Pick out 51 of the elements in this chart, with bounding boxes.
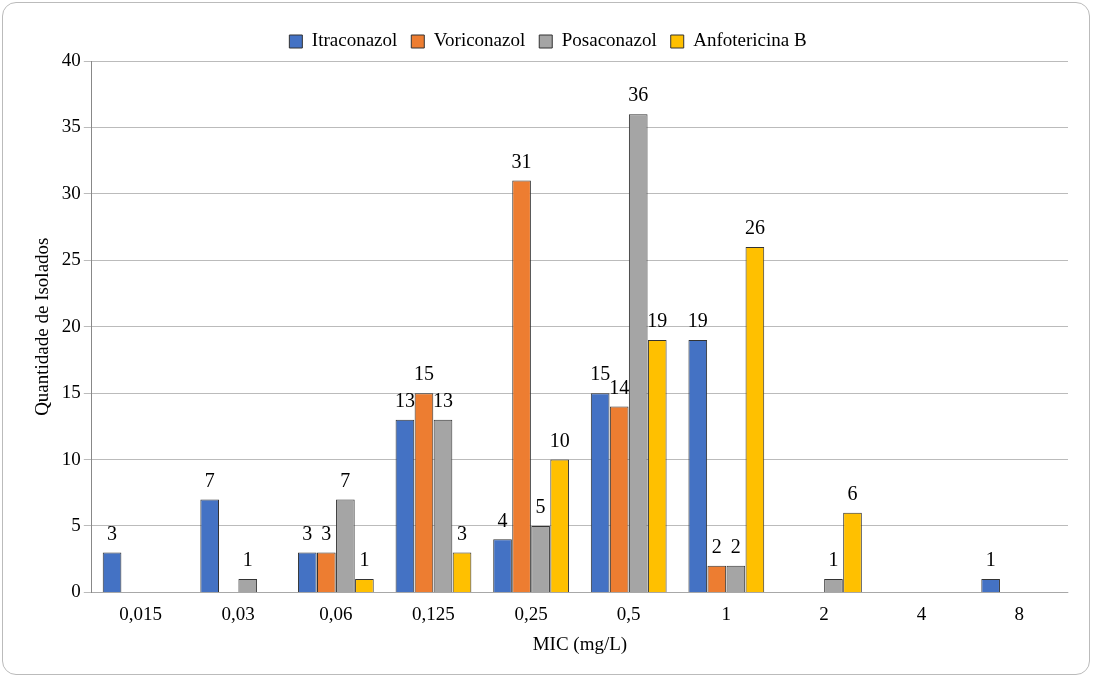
- x-tick-label: 0,06: [319, 602, 353, 624]
- x-tick-label: 0,015: [119, 602, 162, 624]
- data-label: 5: [535, 495, 546, 518]
- data-label: 19: [647, 309, 668, 332]
- x-tick-label: 0,25: [514, 602, 548, 624]
- data-label: 15: [590, 362, 611, 385]
- data-label: 2: [730, 535, 741, 558]
- x-tick-label: 1: [721, 602, 732, 624]
- data-label: 10: [549, 428, 570, 451]
- data-label: 13: [394, 388, 415, 411]
- data-label: 14: [609, 375, 630, 398]
- data-label: 6: [847, 481, 858, 504]
- data-label: 3: [302, 521, 313, 544]
- data-label: 1: [985, 548, 996, 571]
- data-label: 7: [340, 468, 351, 491]
- data-label: 3: [321, 521, 332, 544]
- data-label: 13: [432, 388, 453, 411]
- y-tick-label: 0: [71, 580, 81, 602]
- data-label: 2: [711, 535, 722, 558]
- data-label: 7: [204, 468, 215, 491]
- x-tick-label: 2: [819, 602, 829, 624]
- x-tick-label: 4: [916, 602, 927, 624]
- x-tick-label: 0,125: [412, 602, 455, 624]
- data-label: 19: [687, 309, 708, 332]
- data-label: 1: [828, 548, 839, 571]
- y-tick-label: 10: [61, 447, 81, 469]
- y-tick-label: 5: [71, 513, 81, 535]
- legend-label: Anfotericina B: [693, 29, 807, 51]
- x-tick-label: 0,03: [221, 602, 255, 624]
- data-label: 1: [242, 548, 253, 571]
- y-tick-label: 25: [61, 248, 81, 270]
- y-tick-label: 40: [61, 48, 81, 70]
- data-label: 31: [511, 149, 532, 172]
- y-tick-label: 30: [61, 181, 81, 203]
- y-tick-label: 35: [61, 115, 81, 137]
- data-label: 3: [107, 521, 118, 544]
- data-label: 4: [497, 508, 508, 531]
- y-tick-label: 20: [61, 314, 81, 336]
- data-label: 15: [413, 362, 434, 385]
- x-tick-label: 8: [1014, 602, 1024, 624]
- legend-label: Posaconazol: [561, 29, 657, 51]
- data-label: 1: [359, 548, 370, 571]
- data-label: 36: [628, 83, 649, 106]
- legend-label: Itraconazol: [311, 29, 398, 51]
- legend-label: Voriconazol: [433, 29, 526, 51]
- x-axis-title: MIC (mg/L): [532, 632, 628, 655]
- data-label: 26: [744, 216, 765, 239]
- x-tick-label: 0,5: [616, 602, 641, 624]
- data-label: 3: [457, 521, 468, 544]
- y-tick-label: 15: [61, 381, 81, 403]
- y-axis-title: Quantidade de Isolados: [31, 237, 53, 416]
